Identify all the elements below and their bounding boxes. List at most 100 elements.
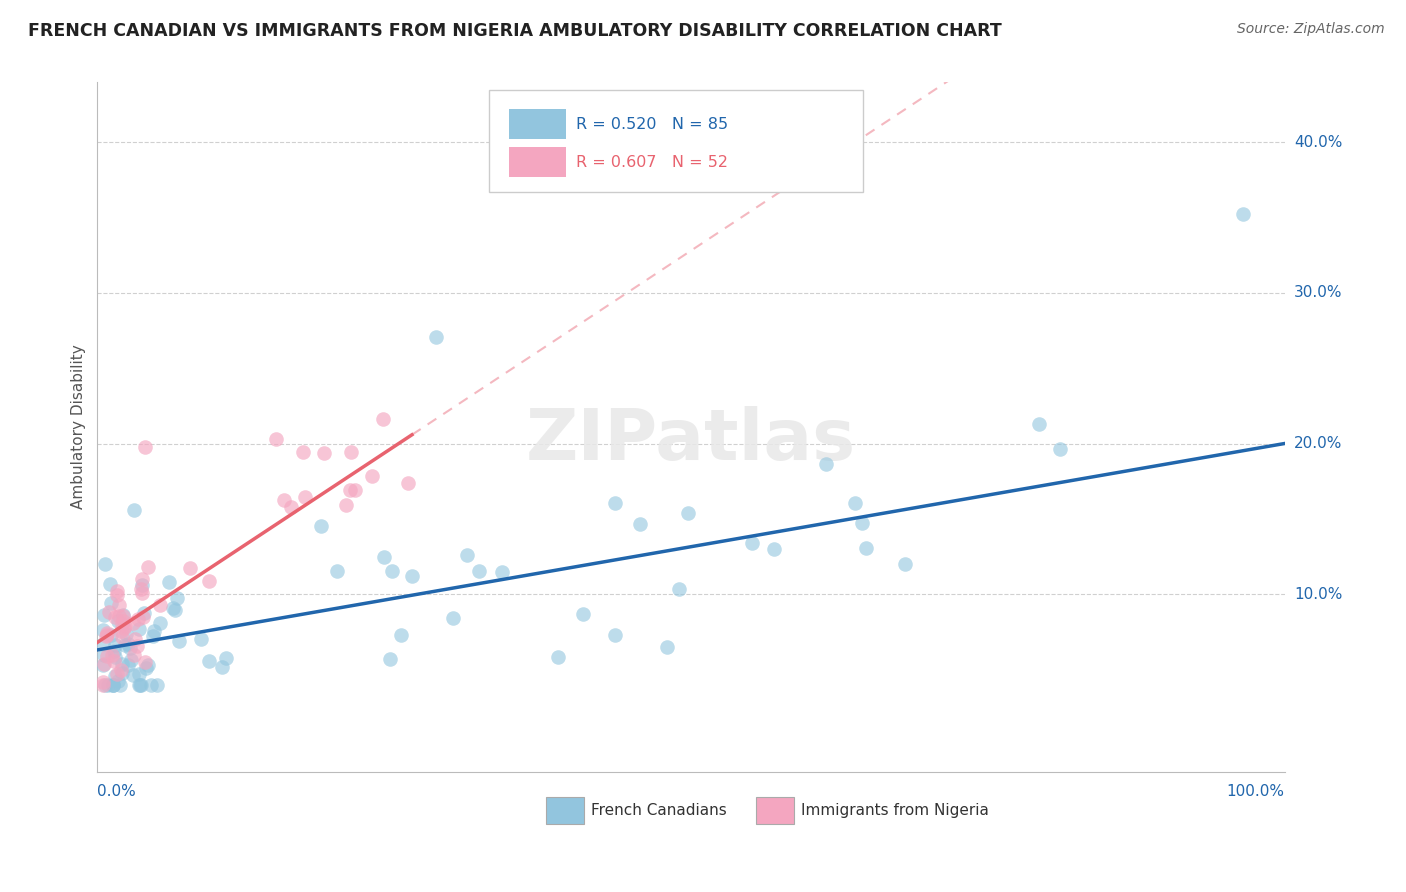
Point [128,622,150,636]
Point [314,446,336,460]
Point [211,660,233,674]
FancyBboxPatch shape [489,90,863,193]
Point [309,519,332,533]
Point [111,608,134,623]
Text: 40.0%: 40.0% [1294,135,1343,150]
Point [603,496,626,510]
Point [96,649,118,664]
Point [628,517,651,532]
Text: Source: ZipAtlas.com: Source: ZipAtlas.com [1237,22,1385,37]
Point [371,412,394,426]
Point [110,624,132,638]
Point [100,628,122,642]
Point [425,329,447,343]
Point [1232,207,1254,221]
Point [547,649,569,664]
Point [855,541,877,556]
Point [118,640,141,655]
Point [105,584,128,599]
Point [105,667,128,681]
Bar [546,797,583,823]
Text: FRENCH CANADIAN VS IMMIGRANTS FROM NIGERIA AMBULATORY DISABILITY CORRELATION CHA: FRENCH CANADIAN VS IMMIGRANTS FROM NIGER… [28,22,1002,40]
Point [107,609,129,624]
Point [103,677,125,691]
Point [138,657,160,672]
Point [98,606,121,620]
Point [166,591,188,606]
Point [114,619,136,633]
Point [96,629,118,643]
Point [851,516,873,530]
Point [294,490,316,504]
Point [93,648,115,662]
Point [157,575,180,590]
Point [844,496,866,510]
Point [112,621,135,635]
Point [91,657,114,672]
Point [93,657,115,672]
Point [127,612,149,626]
Point [97,677,120,691]
Point [124,632,146,646]
Point [122,648,145,663]
Point [103,654,125,668]
Point [572,607,595,621]
Text: 100.0%: 100.0% [1226,784,1285,799]
Y-axis label: Ambulatory Disability: Ambulatory Disability [72,344,86,509]
Point [91,637,114,651]
Point [292,445,315,459]
Point [134,655,156,669]
Point [441,611,464,625]
Point [273,493,295,508]
Point [131,572,153,586]
Text: 20.0%: 20.0% [1294,436,1343,451]
Point [101,677,124,691]
Text: ZIPatlas: ZIPatlas [526,406,856,475]
Text: 10.0%: 10.0% [1294,587,1343,602]
Point [125,640,148,654]
Point [93,608,115,623]
Point [339,483,361,497]
Point [132,610,155,624]
Point [111,657,134,671]
Point [360,469,382,483]
Point [103,644,125,658]
Point [110,666,132,681]
Point [264,432,287,446]
Point [96,628,118,642]
Point [112,614,135,628]
Point [741,535,763,549]
Point [122,615,145,630]
Point [380,652,402,666]
Point [138,560,160,574]
Point [131,585,153,599]
Point [763,541,786,556]
Point [128,666,150,681]
Point [114,627,136,641]
Point [134,440,156,454]
Point [91,675,114,690]
Point [179,561,201,575]
Point [96,626,118,640]
Text: French Canadians: French Canadians [592,803,727,818]
Text: 30.0%: 30.0% [1294,285,1343,301]
Point [815,457,838,471]
Point [108,677,131,691]
Point [100,596,122,610]
Point [678,506,700,520]
Text: 0.0%: 0.0% [97,784,136,799]
Point [103,610,125,624]
Point [104,649,127,664]
Point [165,602,187,616]
Point [111,630,134,644]
Point [668,582,690,596]
Point [129,677,152,691]
Point [373,549,395,564]
Point [389,627,412,641]
Point [280,500,302,515]
Point [139,677,162,691]
Point [325,564,347,578]
Point [114,639,136,653]
Point [107,673,129,688]
Point [135,661,157,675]
